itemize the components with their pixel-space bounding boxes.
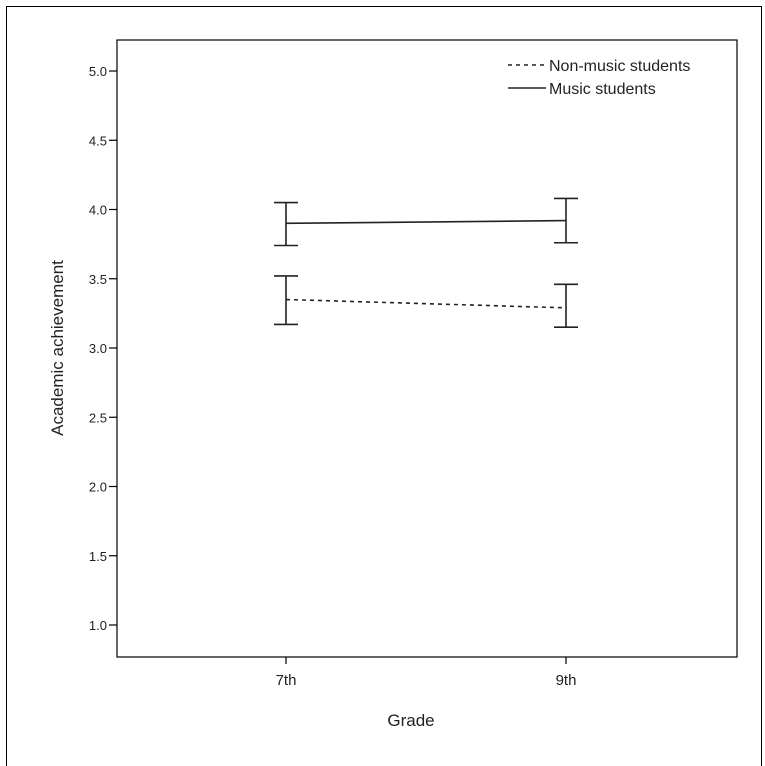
y-axis: 1.0 1.5 2.0 2.5 3.0 3.5 4.0 4.5 5.0 bbox=[89, 64, 117, 633]
y-tick-label: 4.0 bbox=[89, 203, 107, 218]
error-bar bbox=[554, 197, 578, 244]
y-axis-title: Academic achievement bbox=[48, 260, 67, 436]
legend: Non-music students Music students bbox=[508, 58, 690, 98]
series-line bbox=[285, 219, 567, 225]
legend-label: Non-music students bbox=[549, 58, 690, 75]
series-line bbox=[285, 298, 567, 309]
y-tick-label: 3.5 bbox=[89, 272, 107, 287]
x-axis-title: Grade bbox=[387, 711, 434, 730]
y-tick-label: 4.5 bbox=[89, 133, 107, 148]
legend-label: Music students bbox=[549, 81, 656, 98]
series-layer bbox=[274, 197, 578, 329]
x-tick-label: 7th bbox=[276, 672, 297, 689]
y-tick-label: 2.0 bbox=[89, 480, 107, 495]
x-axis: 7th 9th bbox=[276, 657, 577, 689]
y-tick-label: 3.0 bbox=[89, 341, 107, 356]
error-bar bbox=[274, 201, 298, 247]
error-bar bbox=[274, 275, 298, 326]
error-bar bbox=[554, 283, 578, 329]
x-tick-label: 9th bbox=[556, 672, 577, 689]
y-tick-label: 1.0 bbox=[89, 618, 107, 633]
y-tick-label: 1.5 bbox=[89, 549, 107, 564]
plot-area bbox=[116, 39, 738, 658]
y-tick-label: 5.0 bbox=[89, 64, 107, 79]
figure-frame bbox=[6, 6, 762, 766]
y-tick-label: 2.5 bbox=[89, 410, 107, 425]
